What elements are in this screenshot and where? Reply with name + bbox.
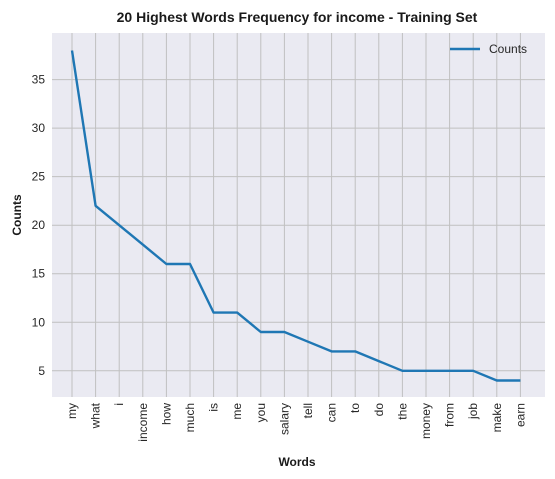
legend-label: Counts xyxy=(489,42,527,56)
x-tick-label: income xyxy=(136,403,150,442)
grid-lines xyxy=(52,33,545,397)
legend: Counts xyxy=(450,42,527,56)
chart-title: 20 Highest Words Frequency for income - … xyxy=(117,9,478,25)
x-tick-label: what xyxy=(89,402,103,429)
y-axis-ticks: 5 10 15 20 25 30 35 xyxy=(32,73,46,378)
x-tick-label: to xyxy=(348,403,362,413)
x-tick-label: how xyxy=(159,403,173,425)
y-tick-label: 20 xyxy=(32,218,46,232)
y-tick-label: 30 xyxy=(32,121,46,135)
y-tick-label: 10 xyxy=(32,315,46,329)
x-tick-label: i xyxy=(112,403,126,406)
x-tick-label: make xyxy=(490,403,504,433)
y-tick-label: 5 xyxy=(38,364,45,378)
y-axis-label: Counts xyxy=(10,194,24,236)
x-tick-label: tell xyxy=(301,403,315,418)
y-tick-label: 25 xyxy=(32,170,46,184)
x-tick-label: is xyxy=(207,403,221,412)
x-axis-ticks: my what i income how much is me you salary tell can… xyxy=(65,402,527,441)
plot-area xyxy=(52,33,545,397)
x-tick-label: salary xyxy=(277,403,291,435)
x-tick-label: can xyxy=(325,403,339,422)
x-tick-label: me xyxy=(230,403,244,420)
x-tick-label: you xyxy=(254,403,268,422)
x-tick-label: the xyxy=(395,403,409,420)
x-tick-label: money xyxy=(419,403,433,439)
x-tick-label: from xyxy=(443,403,457,427)
counts-line xyxy=(70,50,521,382)
y-tick-label: 35 xyxy=(32,73,46,87)
x-tick-label: much xyxy=(183,403,197,432)
x-axis-label: Words xyxy=(278,455,315,469)
x-tick-label: my xyxy=(65,403,79,419)
x-tick-label: earn xyxy=(513,403,527,427)
x-tick-label: do xyxy=(372,403,386,417)
y-tick-label: 15 xyxy=(32,267,46,281)
x-tick-label: job xyxy=(466,403,480,420)
